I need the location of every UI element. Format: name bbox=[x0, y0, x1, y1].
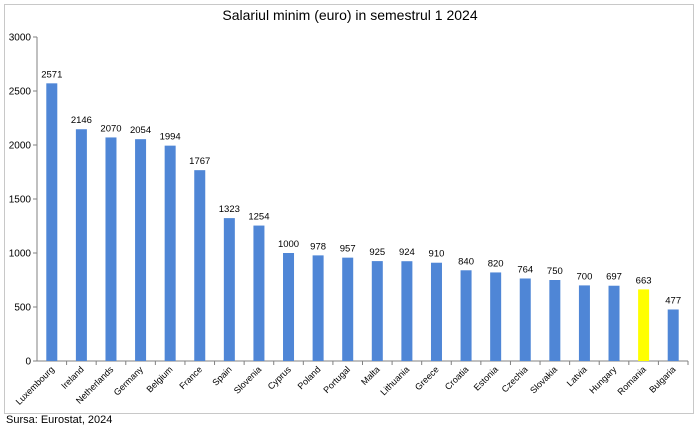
data-label: 2070 bbox=[100, 123, 121, 134]
bar-spain bbox=[223, 218, 235, 361]
category-label: Latvia bbox=[565, 364, 589, 388]
data-label: 924 bbox=[399, 247, 415, 258]
category-label: Portugal bbox=[321, 364, 352, 395]
data-label: 1254 bbox=[248, 212, 269, 223]
bar-estonia bbox=[490, 272, 502, 361]
data-label: 978 bbox=[310, 241, 326, 252]
category-label: Poland bbox=[296, 364, 323, 391]
y-tick-label: 1500 bbox=[9, 195, 32, 206]
chart-frame bbox=[4, 4, 694, 414]
bar-cyprus bbox=[283, 253, 295, 361]
bar-netherlands bbox=[105, 137, 117, 361]
bar-france bbox=[194, 170, 206, 361]
data-label: 764 bbox=[517, 264, 533, 275]
category-label: France bbox=[177, 364, 204, 391]
category-label: Greece bbox=[413, 364, 441, 392]
bar-hungary bbox=[608, 285, 620, 361]
data-label: 925 bbox=[369, 247, 385, 258]
bar-lithuania bbox=[401, 261, 413, 361]
category-label: Croatia bbox=[443, 364, 471, 392]
bar-bulgaria bbox=[667, 309, 679, 361]
bar-portugal bbox=[342, 257, 354, 361]
category-label: Romania bbox=[615, 364, 648, 397]
data-label: 663 bbox=[636, 275, 652, 286]
data-label: 1767 bbox=[189, 156, 210, 167]
chart-title: Salariul minim (euro) in semestrul 1 202… bbox=[222, 7, 478, 23]
y-tick-label: 1000 bbox=[9, 249, 32, 260]
data-label: 1323 bbox=[219, 204, 240, 215]
bar-slovakia bbox=[549, 280, 561, 361]
category-label: Slovakia bbox=[528, 364, 559, 395]
y-tick-label: 3000 bbox=[9, 33, 32, 44]
category-label: Malta bbox=[359, 364, 382, 387]
category-label: Czechia bbox=[500, 364, 530, 394]
category-label: Luxembourg bbox=[14, 364, 56, 406]
category-label: Estonia bbox=[472, 364, 500, 392]
category-label: Lithuania bbox=[378, 364, 411, 397]
y-tick-label: 0 bbox=[25, 357, 31, 368]
bar-croatia bbox=[460, 270, 472, 361]
y-tick-label: 500 bbox=[14, 303, 31, 314]
bar-romania bbox=[638, 289, 650, 361]
bars bbox=[46, 83, 679, 361]
category-label: Slovenia bbox=[232, 364, 263, 395]
bar-slovenia bbox=[253, 225, 265, 361]
data-label: 2146 bbox=[71, 115, 92, 126]
bar-latvia bbox=[578, 285, 590, 361]
data-label: 750 bbox=[547, 266, 563, 277]
category-label: Ireland bbox=[59, 364, 86, 391]
bar-poland bbox=[312, 255, 324, 361]
data-label: 2054 bbox=[130, 125, 151, 136]
data-label: 700 bbox=[577, 271, 593, 282]
data-label: 2571 bbox=[41, 69, 62, 80]
bar-czechia bbox=[519, 278, 531, 361]
category-label: Hungary bbox=[587, 364, 618, 395]
category-label: Bulgaria bbox=[647, 364, 677, 394]
category-label: Germany bbox=[112, 364, 146, 398]
category-label: Belgium bbox=[145, 364, 175, 394]
data-label: 477 bbox=[665, 295, 681, 306]
data-label: 1994 bbox=[160, 132, 181, 143]
category-label: Cyprus bbox=[266, 364, 294, 392]
source-note: Sursa: Eurostat, 2024 bbox=[6, 414, 113, 426]
data-label: 840 bbox=[458, 256, 474, 267]
bar-germany bbox=[135, 139, 147, 361]
category-label: Spain bbox=[210, 364, 233, 387]
data-label: 910 bbox=[429, 249, 445, 260]
data-labels: 2571 2146 2070 2054 1994 1767 1323 1254 1000 978 9… bbox=[41, 69, 681, 306]
y-tick-label: 2500 bbox=[9, 87, 32, 98]
y-tick-label: 2000 bbox=[9, 141, 32, 152]
data-label: 957 bbox=[340, 244, 356, 255]
data-label: 1000 bbox=[278, 239, 299, 250]
bar-greece bbox=[430, 262, 442, 361]
bar-belgium bbox=[164, 145, 176, 361]
data-label: 820 bbox=[488, 258, 504, 269]
data-label: 697 bbox=[606, 272, 622, 283]
bar-ireland bbox=[75, 129, 87, 361]
bar-luxembourg bbox=[46, 83, 58, 361]
bar-malta bbox=[371, 261, 383, 361]
